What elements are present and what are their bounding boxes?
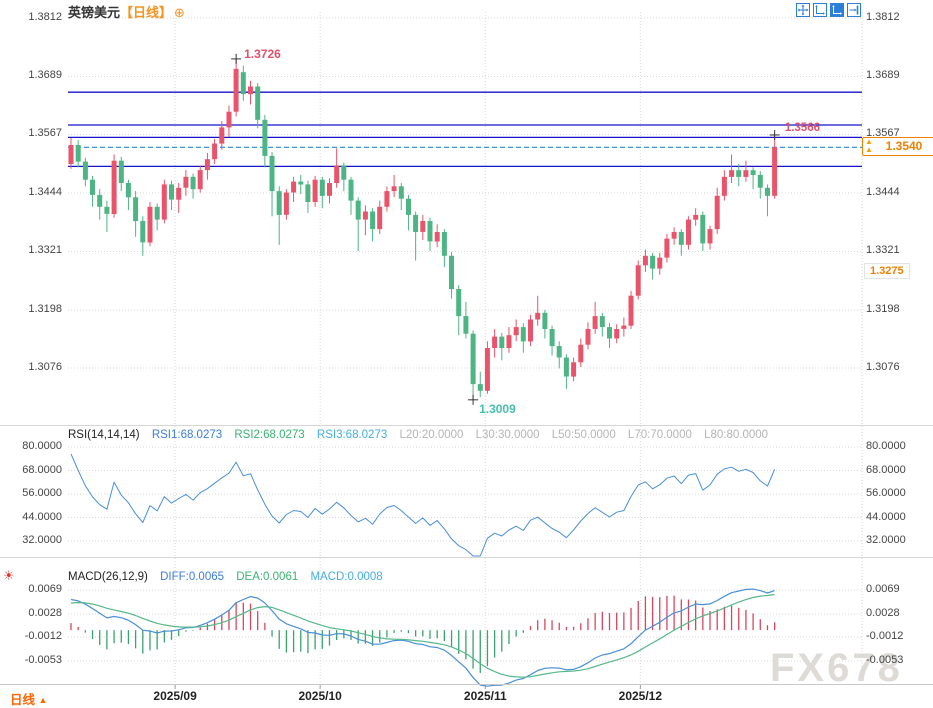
fit-axes-icon[interactable] bbox=[813, 3, 827, 17]
price-tick-right: 1.3444 bbox=[866, 185, 900, 198]
rsi-level-80: L80:80.0000 bbox=[704, 429, 769, 441]
macd-tick-left: -0.0012 bbox=[24, 630, 62, 643]
rsi1-value: RSI1:68.0273 bbox=[151, 429, 223, 441]
period-arrow-icon: ▲ bbox=[38, 695, 48, 705]
watermark: FX678 bbox=[770, 646, 903, 690]
price-tick-right: 1.3076 bbox=[866, 360, 900, 373]
macd-tick-right: -0.0053 bbox=[866, 654, 904, 666]
price-tick-right: 1.3321 bbox=[866, 244, 900, 257]
price-tick-left: 1.3198 bbox=[28, 302, 62, 315]
rsi-level-70: L70:70.0000 bbox=[627, 429, 692, 441]
price-tick-right: 1.3567 bbox=[866, 127, 900, 140]
date-label: 2025/10 bbox=[298, 689, 342, 703]
price-tick-right: 1.3812 bbox=[866, 11, 900, 23]
price-tick-left: 1.3076 bbox=[28, 360, 62, 373]
rsi-tick-right: 44.0000 bbox=[866, 510, 906, 523]
expand-icon[interactable]: ⊕ bbox=[174, 5, 185, 20]
date-label: 2025/09 bbox=[153, 689, 197, 703]
macd-params: MACD(26,12,9) bbox=[68, 571, 148, 583]
rsi3-value: RSI3:68.0273 bbox=[316, 429, 388, 441]
current-price-value: 1.3540 bbox=[885, 139, 923, 154]
rsi-tick-left: 56.0000 bbox=[22, 487, 62, 499]
rsi2-value: RSI2:68.0273 bbox=[234, 429, 305, 441]
chart-title-row: 英镑美元【日线】 ⊕ bbox=[68, 2, 185, 21]
rsi-tick-left: 68.0000 bbox=[22, 463, 62, 476]
macd-macd-value: MACD:0.0008 bbox=[310, 571, 383, 583]
rsi-tick-right: 32.0000 bbox=[866, 534, 906, 546]
macd-header: MACD(26,12,9) DIFF:0.0065 DEA:0.0061 MAC… bbox=[68, 571, 392, 583]
rsi-tick-right: 80.0000 bbox=[866, 440, 906, 452]
period-selector[interactable]: 日线 ▲ bbox=[10, 689, 47, 708]
macd-diff-value: DIFF:0.0065 bbox=[160, 571, 225, 583]
price-tick-left: 1.3689 bbox=[28, 69, 62, 82]
macd-dea-value: DEA:0.0061 bbox=[236, 571, 299, 583]
rsi-level-50: L50:50.0000 bbox=[551, 429, 616, 441]
macd-tick-right: 0.0069 bbox=[866, 583, 900, 595]
period-label: 日线 bbox=[10, 693, 36, 707]
panel-separator bbox=[0, 557, 933, 558]
indicator-settings-icon[interactable]: ☀ bbox=[3, 568, 15, 583]
rsi-params: RSI(14,14,14) bbox=[68, 429, 140, 441]
rsi-tick-left: 80.0000 bbox=[22, 440, 62, 452]
rsi-level-30: L30:30.0000 bbox=[475, 429, 540, 441]
macd-tick-left: 0.0069 bbox=[28, 583, 62, 595]
symbol-title: 英镑美元 bbox=[68, 5, 121, 20]
price-up-arrows-icon: ▲ ▲ bbox=[865, 137, 873, 155]
price-tick-left: 1.3321 bbox=[28, 244, 62, 257]
current-price-box: ▲ ▲ 1.3540 bbox=[862, 137, 933, 157]
price-tick-right: 1.3198 bbox=[866, 302, 900, 315]
macd-tick-left: 0.0028 bbox=[28, 606, 62, 619]
period-tag: 【日线】 bbox=[120, 5, 173, 20]
price-tick-left: 1.3444 bbox=[28, 185, 62, 198]
low-price-marker: 1.3009 bbox=[479, 401, 516, 416]
price-tick-left: 1.3812 bbox=[28, 11, 62, 23]
alert-price-label: 1.3275 bbox=[864, 263, 910, 280]
panel-separator bbox=[0, 425, 933, 426]
chart-toolbar bbox=[796, 3, 861, 17]
rsi-tick-left: 44.0000 bbox=[22, 510, 62, 523]
date-label: 2025/12 bbox=[618, 689, 663, 703]
price-tick-left: 1.3567 bbox=[28, 127, 62, 140]
rsi-tick-left: 32.0000 bbox=[22, 534, 62, 546]
price-tick-right: 1.3689 bbox=[866, 69, 900, 82]
high-price-marker: 1.3726 bbox=[244, 46, 281, 61]
date-label: 2025/11 bbox=[463, 689, 507, 703]
macd-tick-right: -0.0012 bbox=[866, 630, 904, 643]
fit-axes-active-icon[interactable] bbox=[830, 3, 844, 17]
macd-tick-right: 0.0028 bbox=[866, 606, 900, 619]
snap-right-icon[interactable] bbox=[847, 3, 861, 17]
rsi-header: RSI(14,14,14) RSI1:68.0273 RSI2:68.0273 … bbox=[68, 429, 777, 441]
rsi-level-20: L20:20.0000 bbox=[399, 429, 464, 441]
rsi-tick-right: 56.0000 bbox=[866, 487, 906, 499]
pan-tool-icon[interactable] bbox=[796, 3, 810, 17]
recent-high-marker: 1.3566 bbox=[784, 121, 820, 134]
macd-tick-left: -0.0053 bbox=[24, 654, 62, 666]
rsi-tick-right: 68.0000 bbox=[866, 463, 906, 476]
time-axis-line bbox=[0, 684, 933, 685]
